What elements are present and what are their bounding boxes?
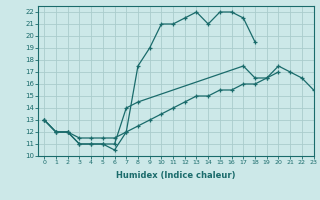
X-axis label: Humidex (Indice chaleur): Humidex (Indice chaleur) — [116, 171, 236, 180]
